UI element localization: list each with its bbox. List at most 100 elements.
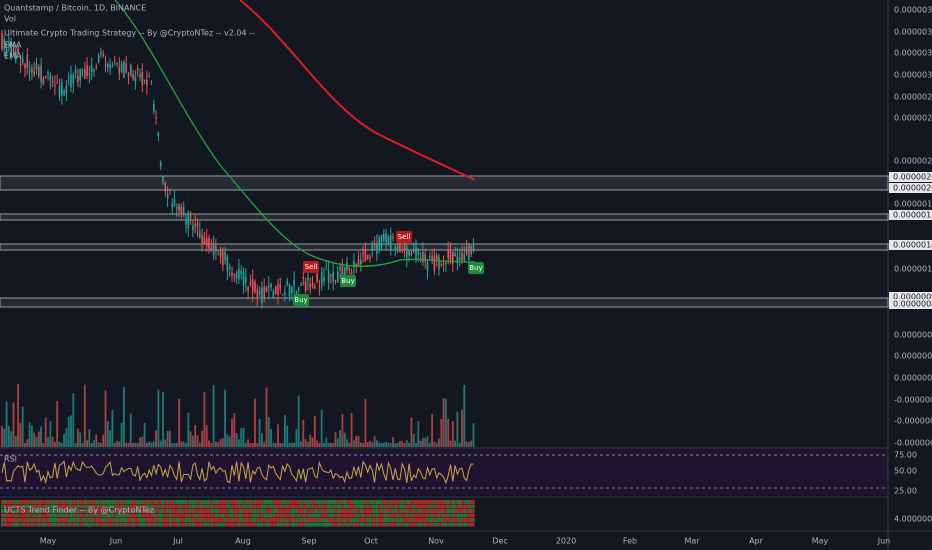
volume-bar — [100, 442, 102, 447]
trend-cell — [318, 518, 321, 522]
trend-cell — [233, 518, 236, 522]
time-label: Feb — [623, 537, 637, 546]
trend-cell — [359, 500, 362, 504]
trend-cell — [180, 522, 183, 527]
trend-cell — [272, 509, 275, 513]
trend-cell — [472, 513, 475, 518]
candle-body — [1, 32, 3, 50]
trend-cell — [417, 522, 420, 527]
volume-bar — [438, 438, 440, 447]
trend-cell — [212, 518, 215, 522]
trend-cell — [191, 504, 195, 509]
volume-bar — [256, 442, 259, 447]
trend-cell — [389, 513, 392, 518]
candle-body — [268, 285, 270, 288]
trend-cell — [161, 504, 165, 509]
trend-cell — [274, 500, 277, 504]
trend-cell — [228, 522, 231, 527]
trend-cell — [143, 522, 146, 527]
trend-cell — [460, 509, 464, 513]
signal-box — [293, 294, 309, 306]
candle-body — [263, 286, 265, 298]
volume-bar — [95, 434, 98, 447]
trend-cell — [173, 518, 176, 522]
trend-cell — [327, 504, 330, 509]
trend-cell — [152, 500, 155, 504]
time-label: Oct — [364, 537, 378, 546]
trend-cell — [304, 509, 307, 513]
trend-cell — [451, 513, 454, 518]
trend-cell — [458, 509, 461, 513]
trend-cell — [63, 522, 66, 527]
trend-cell — [7, 518, 11, 522]
volume-bar — [63, 433, 65, 447]
volume-bar — [42, 442, 45, 447]
candle-body — [65, 86, 68, 94]
volume-bar — [465, 441, 468, 447]
trend-cell — [403, 504, 406, 509]
volume-bar — [451, 421, 454, 447]
trend-cell — [90, 513, 93, 518]
trend-cell — [325, 513, 328, 518]
trend-cell — [306, 513, 310, 518]
trend-cell — [426, 509, 429, 513]
rsi-line — [1, 460, 474, 485]
trend-cell — [237, 500, 241, 504]
trend-cell — [109, 500, 112, 504]
trend-cell — [51, 504, 54, 509]
volume-bar — [44, 417, 47, 447]
trend-cell — [442, 509, 445, 513]
trend-cell — [74, 513, 77, 518]
trend-cell — [37, 522, 40, 527]
volume-bar — [249, 443, 252, 447]
trend-cell — [182, 504, 185, 509]
volume-bar — [336, 438, 339, 447]
trend-cell — [17, 513, 20, 518]
volume-bar — [399, 441, 401, 447]
volume-bar — [148, 441, 151, 447]
trend-cell — [357, 522, 360, 527]
volume-bar — [56, 400, 59, 447]
trend-cell — [385, 500, 388, 504]
trend-cell — [279, 504, 282, 509]
volume-bar — [341, 413, 344, 447]
trend-cell — [444, 500, 448, 504]
trend-cell — [76, 522, 80, 527]
level-label: 0.00000093 — [893, 293, 932, 302]
trend-cell — [187, 504, 190, 509]
trend-cell — [166, 504, 169, 509]
trend-cell — [316, 500, 319, 504]
trend-cell — [274, 509, 277, 513]
trend-cell — [240, 500, 243, 504]
trend-cell — [92, 522, 96, 527]
trend-cell — [336, 500, 339, 504]
candle-body — [205, 238, 208, 245]
trend-cell — [53, 522, 57, 527]
volume-bar — [456, 411, 459, 447]
trend-cell — [127, 513, 130, 518]
trend-cell — [437, 513, 441, 518]
trend-cell — [148, 504, 151, 509]
trend-cell — [81, 500, 84, 504]
volume-bar — [447, 418, 450, 447]
trend-cell — [256, 500, 259, 504]
candle-body — [456, 256, 459, 263]
trend-cell — [152, 513, 155, 518]
trend-cell — [339, 513, 342, 518]
trend-cell — [196, 513, 199, 518]
candle-body — [254, 281, 256, 292]
candle-body — [97, 54, 100, 63]
trend-cell — [371, 522, 374, 527]
volume-bar — [348, 442, 351, 447]
trend-cell — [106, 518, 109, 522]
trend-cell — [69, 504, 73, 509]
trend-cell — [21, 509, 24, 513]
trend-cell — [343, 509, 346, 513]
trend-cell — [60, 504, 63, 509]
trend-cell — [375, 500, 379, 504]
trend-cell — [46, 509, 50, 513]
trend-cell — [279, 518, 282, 522]
trend-cell — [320, 513, 323, 518]
trend-cell — [109, 518, 112, 522]
price-label: -0.00000040 — [894, 439, 932, 448]
